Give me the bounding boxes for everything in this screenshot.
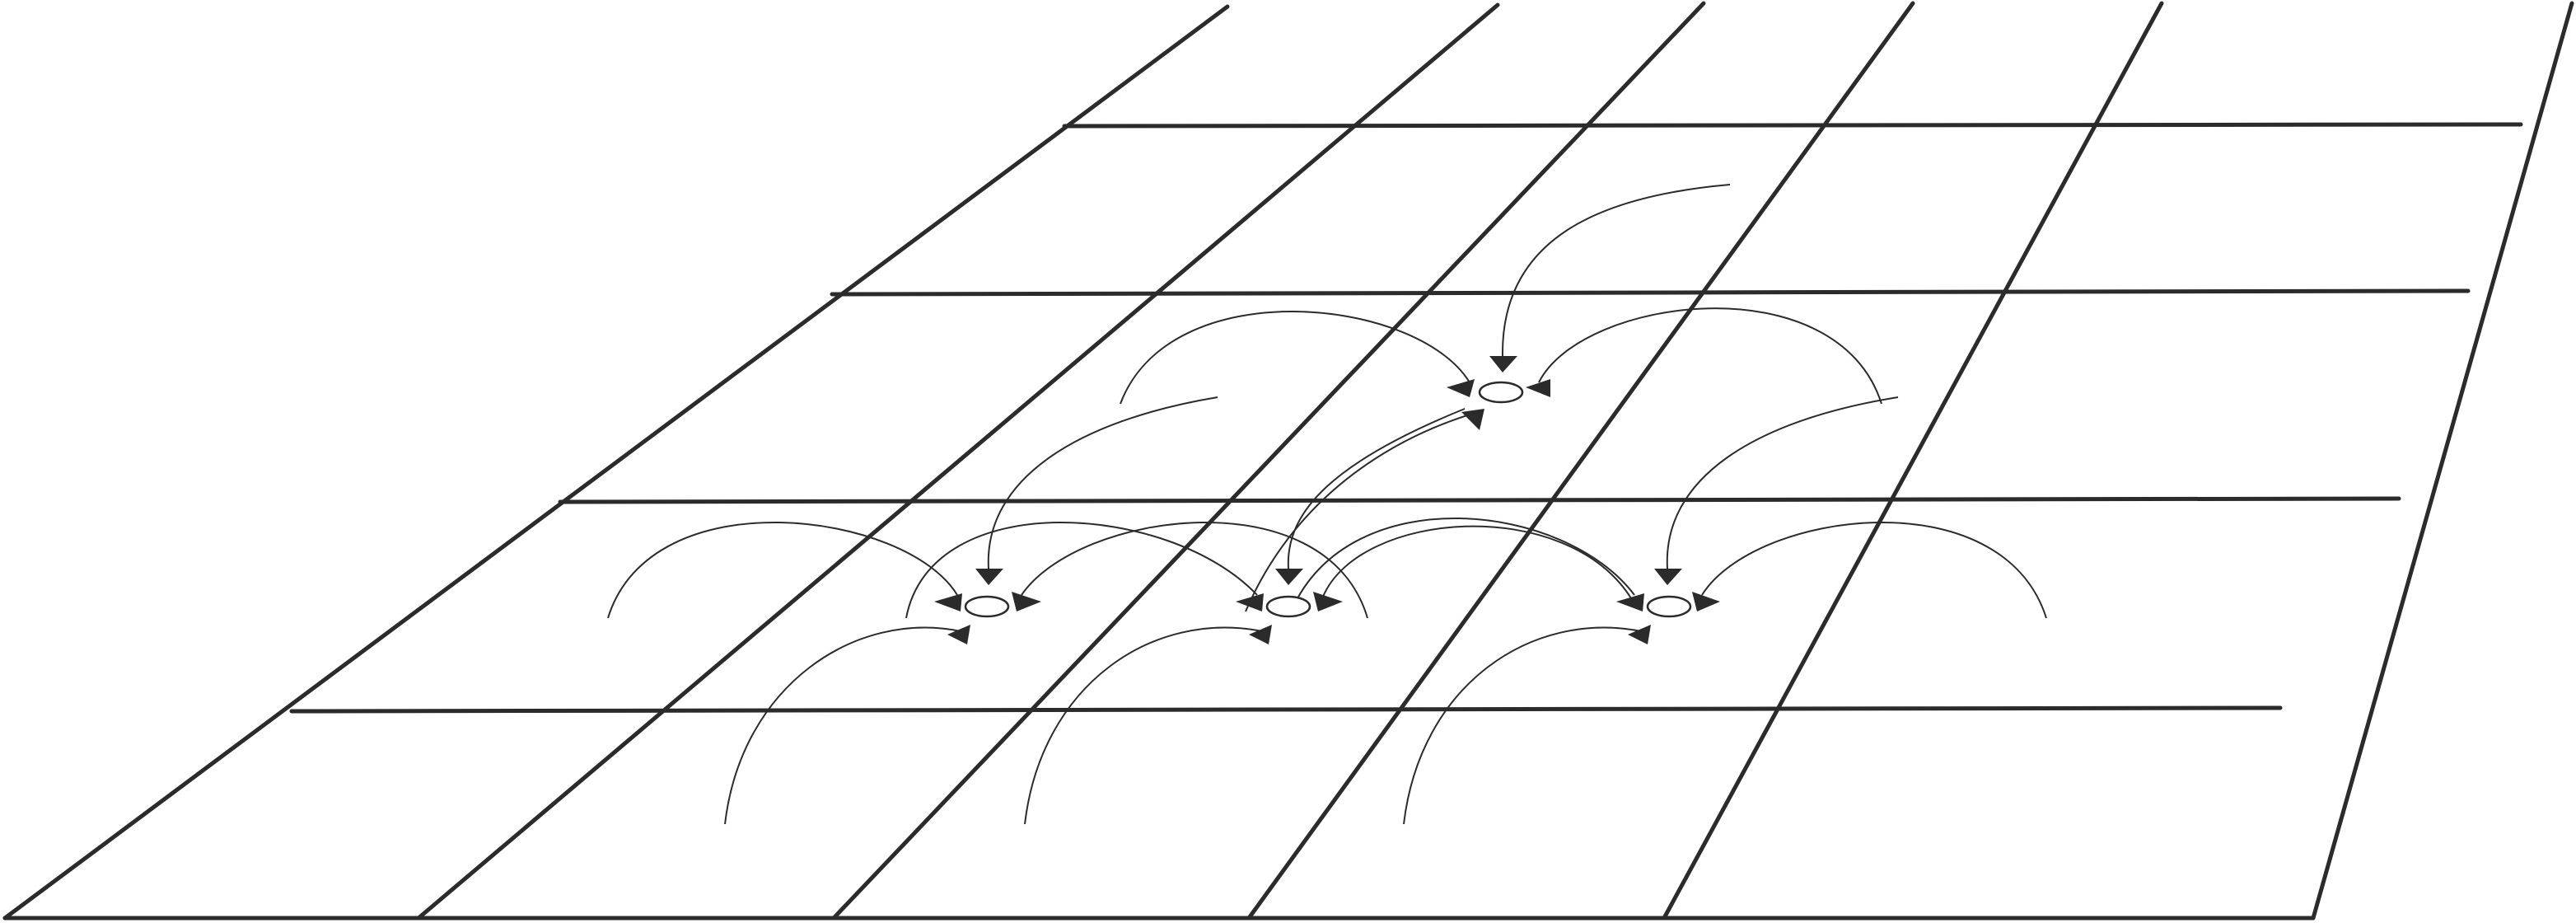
grid-line-depth-3	[831, 1, 1706, 921]
arrow-arc	[724, 626, 961, 825]
arrows	[607, 184, 2047, 825]
grid-line-depth-1	[2, 4, 1230, 921]
arrowhead	[1616, 593, 1644, 611]
arrowhead	[1461, 409, 1484, 430]
arrowhead	[1654, 569, 1682, 585]
arrow-arc	[1666, 396, 1899, 569]
arrowhead	[934, 593, 962, 611]
arrow-arc	[1291, 517, 1635, 611]
arrow-arc	[1403, 626, 1642, 825]
arrowhead	[1628, 625, 1651, 644]
arrowhead	[1313, 592, 1343, 611]
grid-horizontal-lines	[2, 122, 2523, 921]
arrowhead	[1012, 592, 1041, 611]
arrow-arc	[607, 521, 958, 619]
grid-line-depth-5	[1662, 1, 2164, 921]
arrowhead	[1236, 593, 1264, 611]
arrowhead	[1489, 356, 1517, 372]
grid-line-depth-6	[2311, 1, 2574, 921]
arrow-arc	[1245, 411, 1479, 612]
arrowhead	[1249, 625, 1272, 644]
grid-line-depth-4	[1246, 1, 1915, 921]
arrow-arc	[1120, 311, 1470, 405]
node-ellipse	[1478, 381, 1524, 404]
grid-line-depth-2	[416, 2, 1500, 921]
arrow-arc	[905, 522, 1258, 619]
nodes	[964, 381, 1692, 618]
arrow-arc	[1024, 626, 1263, 825]
arrow-arc	[1538, 307, 1882, 405]
arrow-arc	[987, 396, 1218, 569]
arrow-arc	[1322, 525, 1632, 599]
arrowhead	[947, 625, 970, 644]
grid-line-row-3	[558, 496, 2401, 504]
arrowhead	[1526, 379, 1550, 397]
arrowhead	[975, 569, 1003, 585]
node-ellipse	[1646, 595, 1692, 618]
arrow-arc	[1701, 521, 2047, 619]
grid-line-row-1	[1062, 122, 2523, 129]
node-ellipse	[1265, 595, 1311, 618]
arrow-arc	[1501, 184, 1731, 357]
arrowhead	[1275, 569, 1303, 585]
grid-line-row-4	[289, 705, 2283, 714]
arrowhead	[1447, 379, 1475, 397]
node-ellipse	[964, 595, 1010, 618]
arrow-arc	[1287, 408, 1466, 569]
arrow-arc	[1021, 521, 1368, 619]
arrowhead	[1692, 592, 1720, 611]
grid-line-row-2	[830, 288, 2471, 297]
